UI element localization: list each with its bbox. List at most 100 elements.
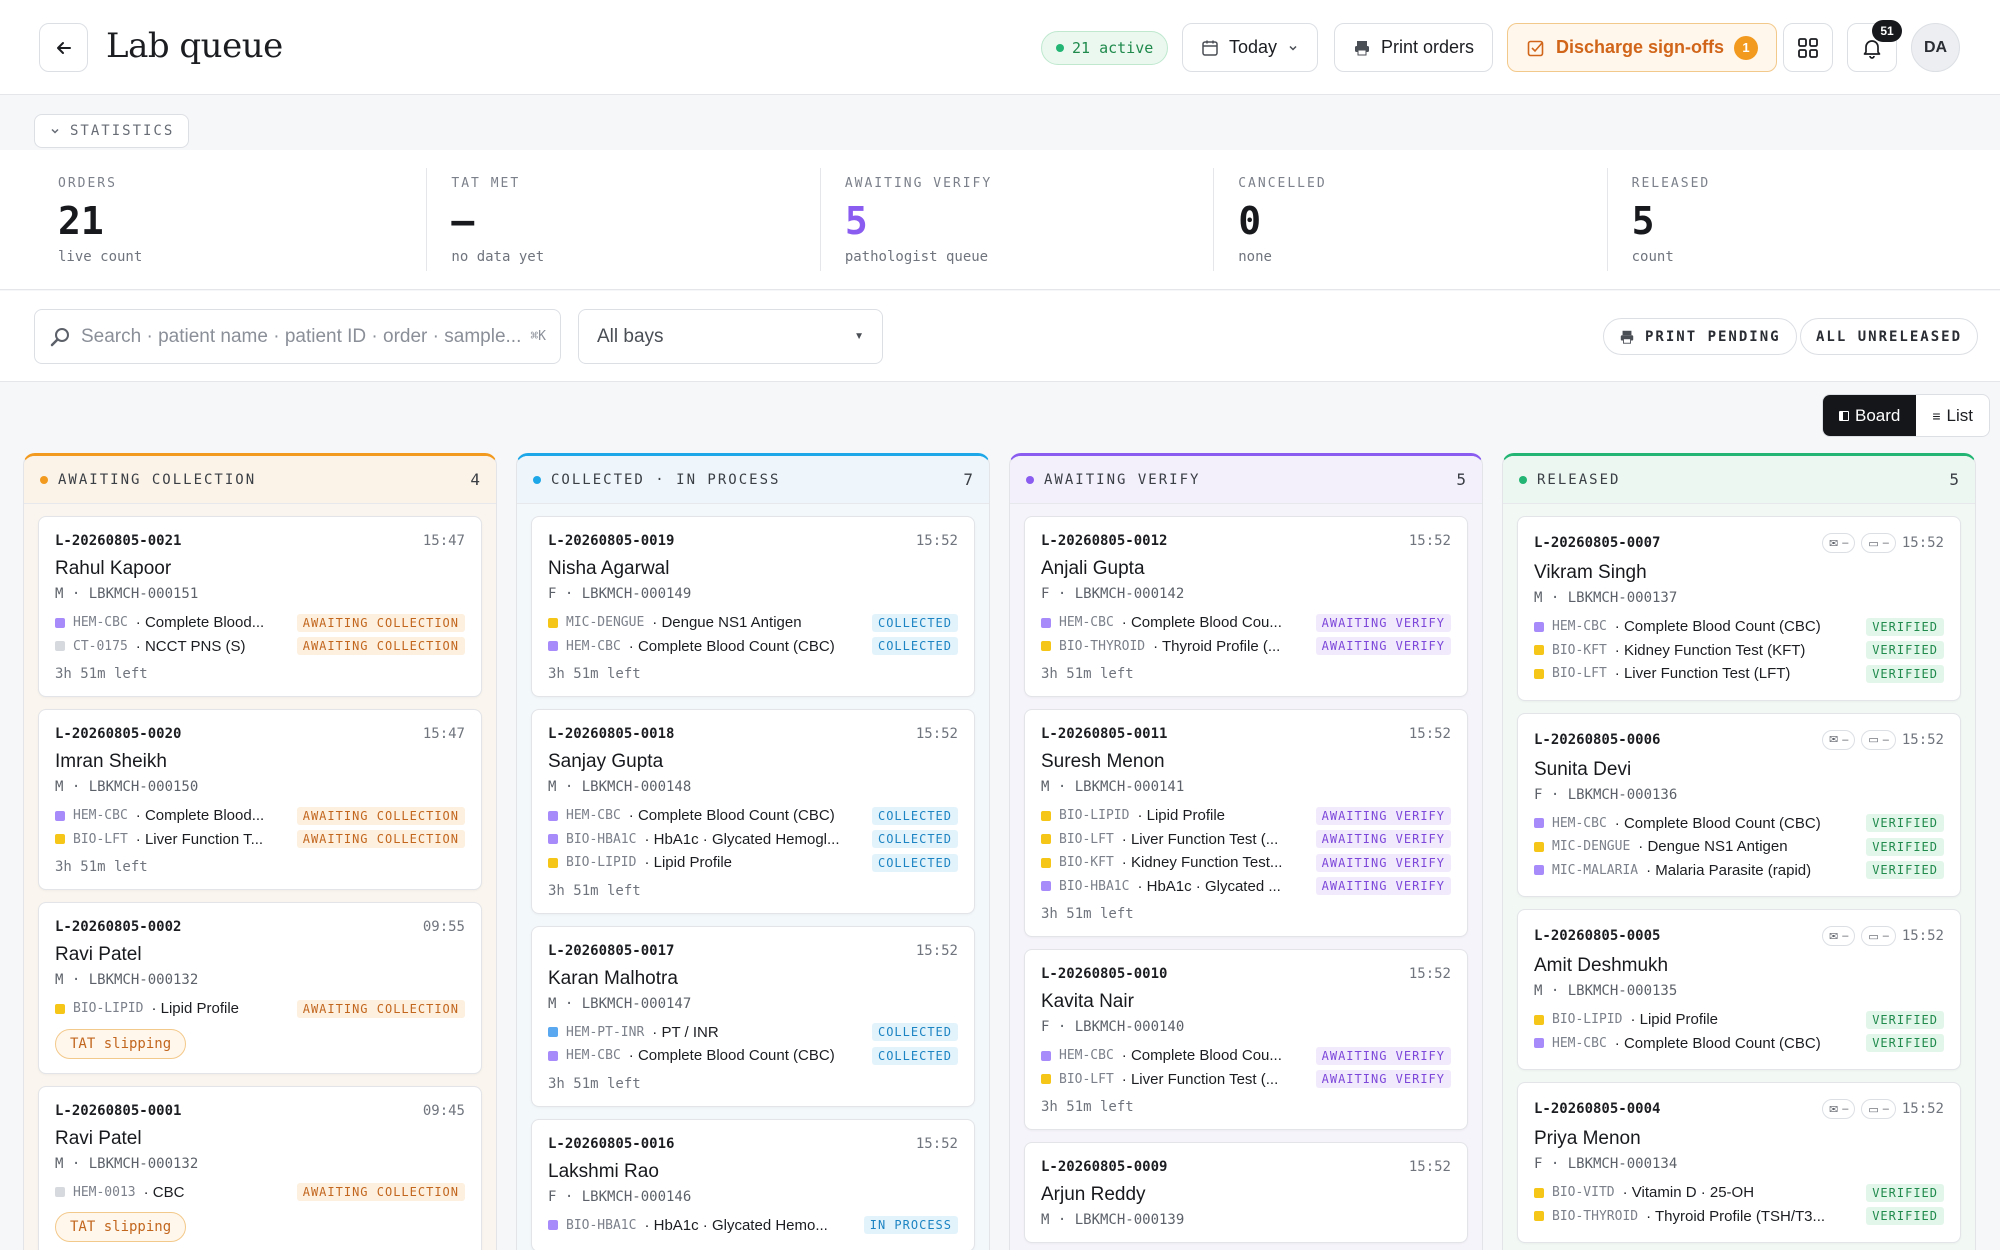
test-name: · Liver Function T... xyxy=(135,830,264,848)
card-header-right: 15:52 xyxy=(916,726,958,742)
card-list: L-20260805-0007 ✉ – ▭ –15:52 Vikram Singh M · … xyxy=(1503,504,1975,1250)
active-status-badge: 21 active xyxy=(1041,31,1169,65)
test-name: · HbA1c · Glycated ... xyxy=(1137,877,1281,895)
test-row: HEM-CBC · Complete Blood Count (CBC) VERIF… xyxy=(1534,615,1944,639)
patient-name: Priya Menon xyxy=(1534,1128,1641,1149)
test-list: BIO-HBA1C · HbA1c · Glycated Hemo... IN PR… xyxy=(548,1214,958,1238)
patient-name: Karan Malhotra xyxy=(548,967,678,989)
bay-select-value: All bays xyxy=(597,325,664,347)
test-name: · Complete Blood... xyxy=(135,807,265,825)
order-card[interactable]: L-20260805-0019 15:52 Nisha Agarwal F · LBK… xyxy=(531,516,975,697)
message-status-button[interactable]: ▭ – xyxy=(1861,533,1896,553)
apps-grid-button[interactable] xyxy=(1783,23,1833,72)
test-row: BIO-THYROID · Thyroid Profile (... AWAITIN… xyxy=(1041,635,1451,659)
message-status-button[interactable]: ▭ – xyxy=(1861,1099,1896,1119)
test-row: BIO-HBA1C · HbA1c · Glycated Hemo... IN PR… xyxy=(548,1214,958,1238)
card-header-right: 15:52 xyxy=(1409,726,1451,742)
message-status-button[interactable]: ▭ – xyxy=(1861,926,1896,946)
stat-label: AWAITING VERIFY xyxy=(844,176,993,191)
test-name: · Malaria Parasite (rapid) xyxy=(1646,861,1812,879)
test-code: HEM-CBC xyxy=(1059,1048,1114,1064)
message-status: – xyxy=(1882,537,1889,549)
order-id: L-20260805-0017 xyxy=(548,942,675,959)
test-name: · Complete Blood Count (CBC) xyxy=(1614,1034,1821,1052)
print-orders-button[interactable]: Print orders xyxy=(1334,23,1494,72)
all-unreleased-button[interactable]: ALL UNRELEASED xyxy=(1800,318,1979,355)
statistics-toggle-label: STATISTICS xyxy=(70,123,175,139)
order-card[interactable]: L-20260805-0002 09:55 Ravi Patel M · LBKMCH… xyxy=(38,902,482,1074)
order-card[interactable]: L-20260805-0021 15:47 Rahul Kapoor M · LBKM… xyxy=(38,516,482,697)
test-code: BIO-THYROID xyxy=(1552,1208,1639,1224)
order-card[interactable]: L-20260805-0012 15:52 Anjali Gupta F · LBKM… xyxy=(1024,516,1468,697)
email-status-button[interactable]: ✉ – xyxy=(1821,729,1856,750)
print-pending-button[interactable]: PRINT PENDING xyxy=(1603,318,1797,355)
date-filter-button[interactable]: Today xyxy=(1182,23,1319,72)
card-header-right: 15:52 xyxy=(916,943,958,959)
back-button[interactable] xyxy=(39,23,88,72)
order-card[interactable]: L-20260805-0006 ✉ – ▭ –15:52 Sunita Devi F · L… xyxy=(1517,712,1961,897)
caret-down-icon: ▼ xyxy=(854,331,864,342)
order-card[interactable]: L-20260805-0010 15:52 Kavita Nair F · LBKMC… xyxy=(1024,949,1468,1130)
test-code: HEM-CBC xyxy=(566,808,621,824)
statistics-toggle[interactable]: STATISTICS xyxy=(34,114,190,148)
notifications-button[interactable]: 51 xyxy=(1847,20,1902,72)
order-card[interactable]: L-20260805-0016 15:52 Lakshmi Rao F · LBKMC… xyxy=(531,1118,975,1250)
order-card[interactable]: L-20260805-0009 15:52 Arjun Reddy M · LBKMC… xyxy=(1024,1142,1468,1243)
order-card[interactable]: L-20260805-0001 09:45 Ravi Patel M · LBKMCH… xyxy=(38,1085,482,1250)
message-status-button[interactable]: ▭ – xyxy=(1861,729,1896,750)
card-header-right: 15:47 xyxy=(423,726,465,742)
email-status: – xyxy=(1842,733,1849,746)
test-row: HEM-CBC · Complete Blood... AWAITING COLLE… xyxy=(55,611,465,635)
order-time: 15:52 xyxy=(1901,928,1944,944)
order-card[interactable]: L-20260805-0017 15:52 Karan Malhotra M · LB… xyxy=(531,925,975,1107)
patient-name: Amit Deshmukh xyxy=(1534,955,1669,976)
tat-remaining: 3h 51m left xyxy=(548,666,641,682)
email-status-button[interactable]: ✉ – xyxy=(1821,1099,1856,1119)
message-status: – xyxy=(1882,1103,1889,1115)
order-card[interactable]: L-20260805-0011 15:52 Suresh Menon M · LBKM… xyxy=(1024,709,1468,937)
stat-value: 5 xyxy=(1631,199,1655,243)
order-card[interactable]: L-20260805-0020 15:47 Imran Sheikh M · LBKM… xyxy=(38,709,482,890)
user-avatar[interactable]: DA xyxy=(1911,23,1960,72)
patient-meta: M · LBKMCH-000148 xyxy=(548,779,692,795)
search-icon xyxy=(50,327,69,346)
status-dot-icon xyxy=(1026,475,1034,484)
card-header: L-20260805-0007 ✉ – ▭ –15:52 xyxy=(1534,533,1944,553)
discharge-signoffs-button[interactable]: Discharge sign-offs 1 xyxy=(1507,23,1778,72)
specimen-color-icon xyxy=(55,641,65,652)
patient-meta: F · LBKMCH-000146 xyxy=(548,1188,692,1205)
page-title: Lab queue xyxy=(106,26,283,66)
test-list: BIO-VITD · Vitamin D · 25-OH VERIFIED BIO-T… xyxy=(1534,1181,1944,1228)
order-card[interactable]: L-20260805-0004 ✉ – ▭ –15:52 Priya Menon F · L… xyxy=(1517,1082,1961,1243)
message-status: – xyxy=(1882,733,1889,746)
mail-icon: ✉ xyxy=(1828,537,1839,550)
email-status-button[interactable]: ✉ – xyxy=(1821,533,1856,553)
stat-label: RELEASED xyxy=(1631,176,1711,191)
email-status-button[interactable]: ✉ – xyxy=(1821,926,1856,946)
patient-meta: M · LBKMCH-000141 xyxy=(1041,779,1185,795)
search-input[interactable] xyxy=(81,325,521,348)
test-row: BIO-LIPID · Lipid Profile VERIFIED xyxy=(1534,1008,1944,1032)
test-name: · Complete Blood Count (CBC) xyxy=(1614,814,1821,832)
board-column: COLLECTED · IN PROCESS 7 L-20260805-0019 15… xyxy=(516,453,990,1250)
specimen-color-icon xyxy=(1534,1038,1544,1049)
tat-remaining: 3h 51m left xyxy=(548,1075,641,1092)
test-list: HEM-CBC · Complete Blood Count (CBC) VERIF… xyxy=(1534,812,1944,883)
board-view-button[interactable]: Board xyxy=(1823,395,1917,436)
patient-meta: F · LBKMCH-000136 xyxy=(1534,786,1678,803)
test-row: BIO-LIPID · Lipid Profile AWAITING COLLECT… xyxy=(55,997,465,1021)
status-dot-icon xyxy=(40,475,48,484)
card-header: L-20260805-0018 15:52 xyxy=(548,726,958,742)
card-header-right: 15:52 xyxy=(916,533,958,549)
order-card[interactable]: L-20260805-0007 ✉ – ▭ –15:52 Vikram Singh M · … xyxy=(1517,516,1961,701)
order-card[interactable]: L-20260805-0005 ✉ – ▭ –15:52 Amit Deshmukh M ·… xyxy=(1517,909,1961,1070)
test-row: HEM-CBC · Complete Blood Cou... AWAITING V… xyxy=(1041,611,1451,635)
list-view-button[interactable]: ≡ List xyxy=(1916,395,1989,436)
status-dot-icon xyxy=(533,475,541,484)
test-row: BIO-LFT · Liver Function Test (... AWAITIN… xyxy=(1041,828,1451,852)
order-card[interactable]: L-20260805-0018 15:52 Sanjay Gupta M · LBKM… xyxy=(531,709,975,914)
test-code: HEM-PT-INR xyxy=(566,1024,645,1040)
test-status-badge: AWAITING VERIFY xyxy=(1315,877,1451,896)
bay-select[interactable]: All bays ▼ xyxy=(578,309,883,364)
test-name: · Complete Blood Cou... xyxy=(1121,614,1282,632)
